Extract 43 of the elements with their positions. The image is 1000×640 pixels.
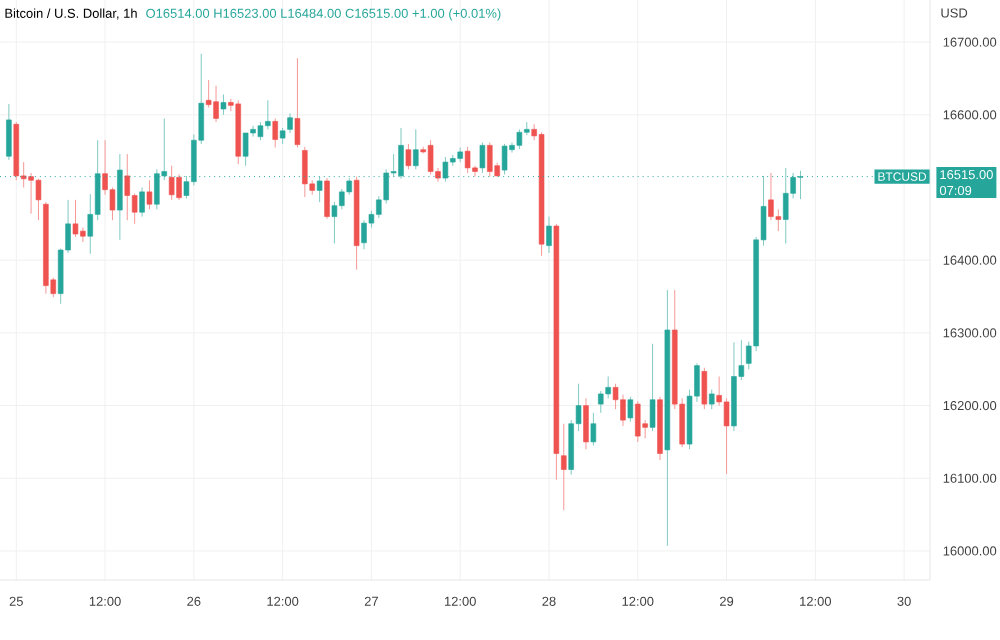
candlestick: [272, 117, 278, 149]
candlestick: [324, 177, 330, 220]
candlestick: [583, 397, 589, 450]
candlestick: [516, 128, 523, 150]
candlestick: [501, 143, 508, 175]
candlestick: [139, 187, 145, 218]
candlestick: [546, 216, 552, 254]
candlestick: [302, 146, 308, 198]
candlestick: [561, 423, 567, 511]
candlestick: [124, 153, 130, 221]
candlestick: [487, 141, 493, 178]
candlestick: [6, 103, 12, 161]
candlestick: [605, 375, 611, 399]
candlestick: [294, 57, 301, 149]
candlestick: [35, 178, 42, 221]
candlestick: [220, 93, 227, 116]
candlestick: [168, 165, 175, 201]
candlestick: [427, 139, 434, 175]
candlestick: [701, 367, 708, 410]
candlestick: [413, 128, 419, 170]
candlestick: [72, 199, 79, 238]
candlestick: [361, 219, 367, 250]
candlestick: [287, 112, 293, 134]
candlestick: [213, 85, 219, 123]
candlestick: [635, 400, 641, 443]
candlestick: [146, 179, 153, 210]
candlestick: [627, 396, 634, 423]
candlestick: [265, 99, 271, 130]
candlestick: [339, 188, 345, 210]
candlestick: [649, 343, 656, 432]
candlestick: [405, 143, 412, 170]
candlestick: [479, 141, 486, 174]
candlestick: [28, 172, 34, 215]
candlestick: [768, 172, 774, 221]
candlestick: [590, 412, 597, 447]
candlestick: [783, 167, 789, 244]
candlestick: [464, 146, 471, 174]
candlestick: [242, 132, 249, 167]
candlestick: [709, 389, 715, 410]
candlestick: [598, 390, 604, 414]
candlestick: [620, 394, 626, 427]
candlestick: [176, 173, 182, 201]
candlestick: [80, 226, 86, 243]
